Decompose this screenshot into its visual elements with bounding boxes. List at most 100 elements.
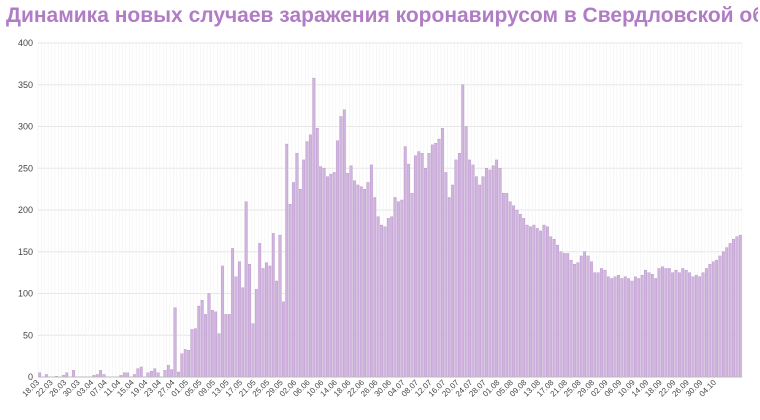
bar — [583, 251, 586, 378]
bar — [139, 366, 143, 378]
y-tick-label: 400 — [18, 38, 33, 48]
bar — [681, 268, 685, 378]
bar — [478, 184, 482, 378]
bar — [156, 372, 160, 378]
bar — [593, 272, 597, 378]
bar — [515, 209, 519, 378]
bar — [207, 293, 211, 378]
bar — [265, 262, 268, 378]
bar — [302, 159, 306, 378]
bar — [339, 116, 343, 378]
bar — [319, 166, 322, 378]
bar — [667, 268, 671, 378]
bar — [451, 184, 454, 378]
bar — [505, 193, 509, 378]
bar — [596, 272, 600, 378]
bar — [610, 278, 614, 378]
bar — [644, 269, 647, 378]
bar — [549, 236, 553, 378]
bar — [163, 370, 167, 378]
bar — [383, 226, 387, 378]
bar — [481, 176, 485, 378]
bar — [414, 155, 417, 378]
bar — [366, 182, 370, 378]
bar — [315, 128, 319, 378]
bar — [386, 218, 390, 378]
bar — [224, 314, 228, 378]
bar — [620, 278, 624, 378]
bar — [312, 77, 316, 378]
bar — [664, 268, 668, 378]
bar — [586, 255, 590, 378]
bar — [711, 261, 715, 378]
bar — [640, 274, 644, 378]
bar — [197, 305, 201, 378]
bar — [647, 272, 651, 378]
bar — [305, 141, 309, 378]
bar — [441, 128, 444, 378]
bar — [332, 172, 336, 378]
bar — [485, 168, 488, 378]
bar — [661, 266, 664, 378]
bar — [715, 259, 718, 378]
bar — [122, 372, 126, 378]
bar — [166, 365, 170, 378]
bar — [691, 276, 695, 378]
bar — [420, 153, 424, 378]
bar — [251, 323, 255, 378]
bar — [210, 310, 214, 378]
bar — [600, 268, 603, 378]
bar — [468, 159, 471, 378]
bar — [349, 165, 353, 378]
bar — [231, 248, 234, 378]
bar — [559, 251, 563, 378]
bar — [373, 197, 377, 378]
bar — [173, 307, 177, 378]
y-tick-label: 350 — [18, 80, 33, 90]
bar — [393, 197, 397, 378]
bar — [678, 272, 681, 378]
bar — [634, 276, 637, 378]
bar — [353, 180, 356, 378]
bar — [630, 280, 634, 378]
bar — [363, 188, 366, 378]
x-axis-tick-labels: 18.0322.0326.0330.0303.0407.0411.0415.04… — [21, 378, 719, 399]
bar — [342, 109, 346, 378]
bar — [708, 264, 712, 378]
bar — [444, 172, 448, 378]
bar — [518, 214, 522, 378]
bar — [698, 276, 702, 378]
bar — [407, 163, 410, 378]
bar — [434, 143, 438, 378]
bar — [495, 159, 498, 378]
bar — [613, 276, 617, 378]
bar — [326, 176, 329, 378]
bar — [99, 370, 102, 378]
bar — [617, 274, 620, 378]
bar — [336, 140, 339, 378]
y-tick-label: 300 — [18, 122, 33, 132]
bar — [187, 350, 190, 378]
bar — [359, 186, 363, 378]
bar — [556, 244, 559, 378]
bar — [298, 188, 302, 378]
bar — [525, 224, 529, 378]
bar — [684, 269, 688, 378]
y-tick-label: 250 — [18, 163, 33, 173]
bar — [674, 269, 678, 378]
bar — [177, 371, 180, 378]
bar — [146, 372, 150, 378]
bar — [268, 265, 272, 378]
bar — [278, 234, 282, 378]
bar — [424, 168, 427, 378]
bar — [654, 278, 658, 378]
bar — [180, 353, 184, 378]
bar — [295, 153, 299, 378]
bar — [488, 169, 492, 378]
bar — [244, 201, 248, 378]
bar — [502, 193, 505, 378]
y-tick-label: 100 — [18, 289, 33, 299]
bar — [542, 224, 546, 378]
bar — [200, 300, 204, 378]
bar — [430, 144, 434, 378]
